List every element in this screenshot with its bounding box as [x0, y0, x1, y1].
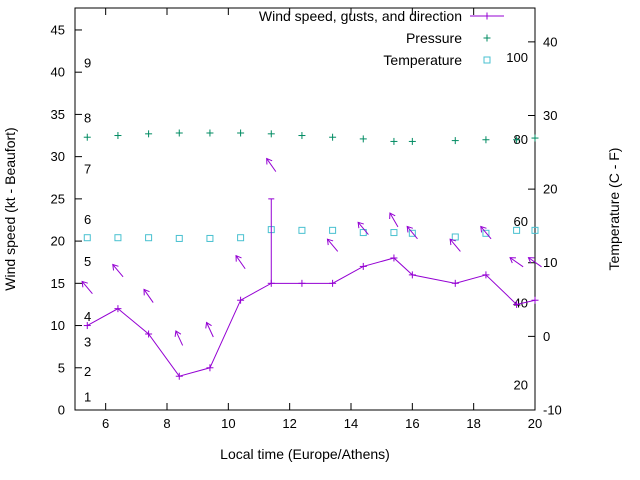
x-axis-title: Local time (Europe/Athens): [220, 446, 390, 462]
wind-tick-label: 40: [51, 65, 65, 80]
temp-tick-label: 10: [543, 255, 557, 270]
wind-direction-arrow: [480, 225, 492, 240]
plot-border: [74, 7, 536, 411]
temperature-marker: [390, 229, 398, 237]
wind-tick-label: 5: [58, 360, 65, 375]
wind-direction-arrow: [326, 238, 339, 252]
beaufort-label: 5: [84, 254, 91, 269]
wind-tick-label: 45: [51, 22, 65, 37]
legend-sample-temperature-marker: [483, 56, 491, 64]
fahrenheit-label: 60: [514, 214, 528, 229]
wind-direction-arrow: [143, 288, 154, 303]
wind-tick-label: 30: [51, 149, 65, 164]
legend-label-wind: Wind speed, gusts, and direction: [259, 8, 462, 24]
temp-tick-label: 20: [543, 182, 557, 197]
temperature-marker: [145, 234, 153, 242]
x-tick-label: 6: [102, 416, 109, 431]
legend-label-pressure: Pressure: [406, 30, 462, 46]
temp-tick-label: -10: [543, 403, 562, 418]
wind-direction-arrow: [389, 212, 399, 228]
x-tick-label: 12: [282, 416, 296, 431]
wind-tick-label: 25: [51, 191, 65, 206]
wind-direction-arrow: [509, 257, 524, 268]
wind-direction-arrow: [449, 238, 461, 252]
beaufort-label: 6: [84, 212, 91, 227]
x-tick-label: 8: [163, 416, 170, 431]
chart-layer: 6 8 10 12 14 16 18 20051015202530354045-1001020…: [51, 7, 562, 431]
right-axis-title: Temperature (C - F): [606, 148, 622, 271]
temperature-marker: [175, 234, 183, 242]
temperature-marker: [531, 226, 539, 234]
temp-tick-label: 40: [543, 34, 557, 49]
x-tick-label: 18: [466, 416, 480, 431]
temperature-marker: [206, 234, 214, 242]
left-axis-title: Wind speed (kt - Beaufort): [2, 127, 18, 290]
wind-direction-arrow: [205, 321, 214, 338]
beaufort-label: 8: [84, 111, 91, 126]
wind-direction-arrow: [266, 157, 277, 172]
wind-tick-label: 20: [51, 234, 65, 249]
temperature-marker: [451, 233, 459, 241]
beaufort-label: 1: [84, 389, 91, 404]
x-tick-label: 10: [221, 416, 235, 431]
wind-direction-arrow: [406, 225, 418, 240]
temperature-marker: [298, 226, 306, 234]
beaufort-label: 9: [84, 56, 91, 71]
wind-tick-label: 0: [58, 403, 65, 418]
wind-series-line: [87, 257, 536, 377]
wind-tick-label: 10: [51, 318, 65, 333]
fahrenheit-label: 100: [506, 50, 528, 65]
wind-direction-arrow: [81, 280, 93, 294]
wind-direction-arrow: [174, 330, 184, 346]
beaufort-label: 3: [84, 334, 91, 349]
wind-tick-label: 15: [51, 276, 65, 291]
beaufort-label: 2: [84, 364, 91, 379]
temp-tick-label: 0: [543, 329, 550, 344]
x-tick-label: 14: [344, 416, 358, 431]
fahrenheit-label: 80: [514, 132, 528, 147]
wind-direction-arrow: [112, 263, 124, 278]
temperature-marker: [83, 234, 91, 242]
x-tick-label: 20: [528, 416, 542, 431]
legend-label-temperature: Temperature: [383, 52, 462, 68]
beaufort-label: 7: [84, 161, 91, 176]
wind-direction-arrow: [357, 221, 369, 235]
temperature-marker: [482, 229, 490, 237]
wind-direction-arrow: [235, 254, 246, 270]
temperature-marker: [114, 234, 122, 242]
wind-tick-label: 35: [51, 107, 65, 122]
temperature-marker: [237, 234, 245, 242]
temperature-marker: [329, 226, 337, 234]
temperature-marker: [408, 229, 416, 237]
temp-tick-label: 30: [543, 108, 557, 123]
beaufort-label: 4: [84, 309, 91, 324]
x-tick-label: 16: [405, 416, 419, 431]
temperature-marker: [513, 226, 521, 234]
wind-direction-arrow: [527, 257, 542, 268]
fahrenheit-label: 20: [514, 377, 528, 392]
